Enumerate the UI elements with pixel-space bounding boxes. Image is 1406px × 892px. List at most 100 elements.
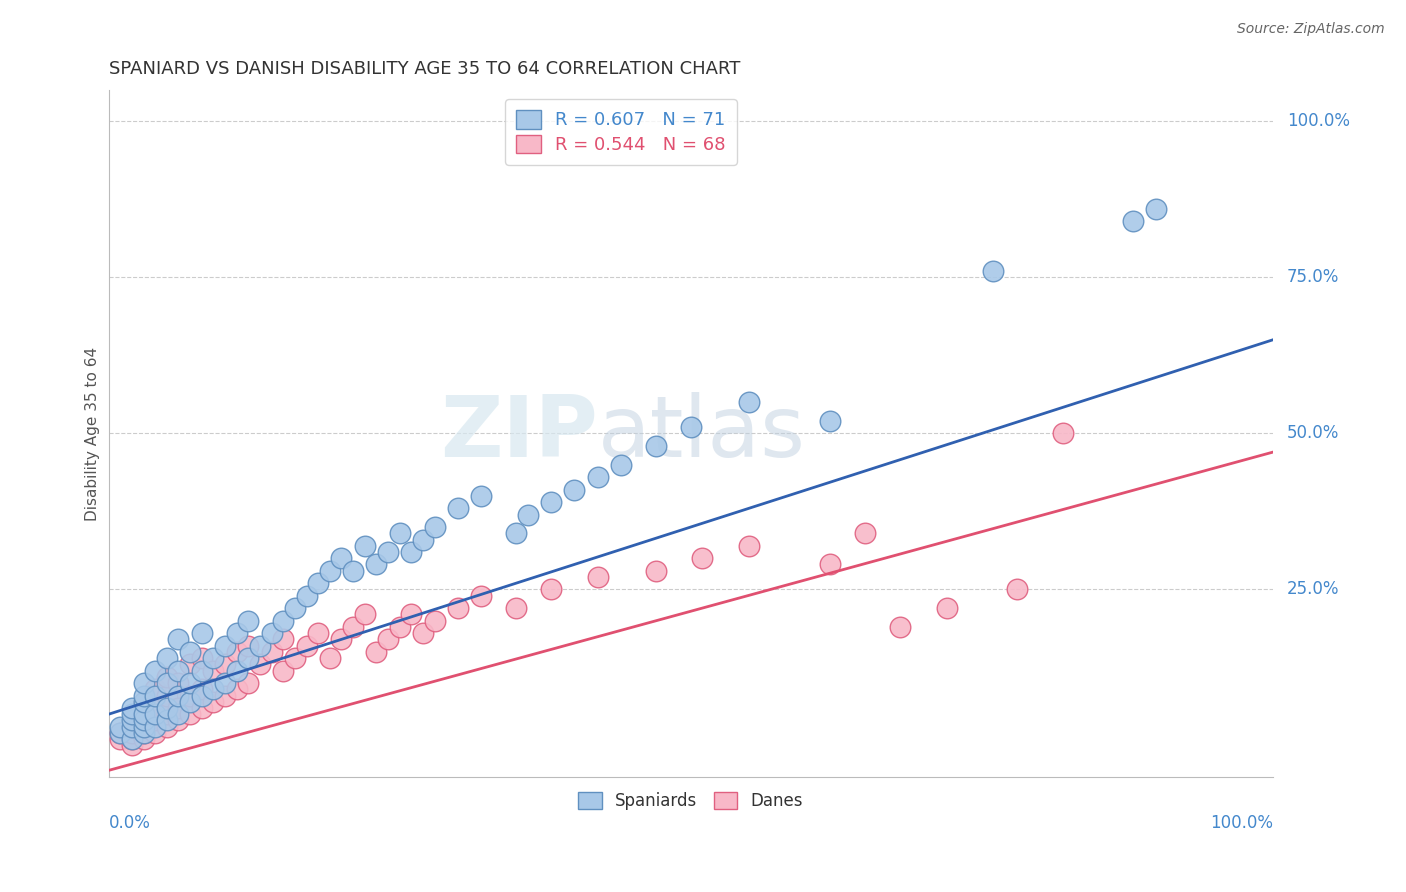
Point: [179, 645, 201, 659]
Text: 0.0%: 0.0%: [108, 814, 150, 832]
Point: [132, 714, 155, 728]
Point: [853, 526, 876, 541]
Point: [470, 589, 492, 603]
Point: [540, 582, 562, 597]
Point: [1005, 582, 1028, 597]
Point: [143, 714, 166, 728]
Point: [412, 533, 434, 547]
Point: [121, 739, 143, 753]
Point: [132, 726, 155, 740]
Point: [143, 707, 166, 722]
Text: 50.0%: 50.0%: [1286, 425, 1339, 442]
Point: [143, 701, 166, 715]
Point: [132, 732, 155, 747]
Point: [738, 539, 761, 553]
Point: [167, 664, 190, 678]
Point: [225, 645, 247, 659]
Point: [156, 714, 179, 728]
Point: [214, 657, 236, 672]
Point: [143, 682, 166, 697]
Point: [1052, 426, 1074, 441]
Point: [412, 626, 434, 640]
Point: [935, 601, 957, 615]
Point: [132, 707, 155, 722]
Point: [132, 676, 155, 690]
Point: [1144, 202, 1167, 216]
Point: [110, 726, 132, 740]
Text: ZIP: ZIP: [440, 392, 598, 475]
Point: [388, 620, 411, 634]
Point: [307, 576, 329, 591]
Point: [191, 664, 214, 678]
Point: [238, 614, 260, 628]
Point: [295, 589, 318, 603]
Point: [260, 626, 283, 640]
Point: [121, 707, 143, 722]
Point: [214, 689, 236, 703]
Point: [121, 714, 143, 728]
Point: [167, 676, 190, 690]
Point: [401, 545, 423, 559]
Point: [295, 639, 318, 653]
Point: [342, 564, 364, 578]
Point: [447, 501, 470, 516]
Point: [156, 651, 179, 665]
Point: [377, 545, 399, 559]
Point: [516, 508, 538, 522]
Point: [191, 651, 214, 665]
Point: [110, 726, 132, 740]
Point: [179, 695, 201, 709]
Point: [540, 495, 562, 509]
Point: [110, 732, 132, 747]
Point: [110, 720, 132, 734]
Point: [191, 682, 214, 697]
Point: [644, 439, 666, 453]
Point: [284, 601, 307, 615]
Point: [156, 701, 179, 715]
Point: [505, 601, 527, 615]
Point: [121, 701, 143, 715]
Point: [225, 664, 247, 678]
Point: [644, 564, 666, 578]
Point: [132, 720, 155, 734]
Point: [179, 689, 201, 703]
Point: [167, 632, 190, 647]
Text: Source: ZipAtlas.com: Source: ZipAtlas.com: [1237, 22, 1385, 37]
Point: [271, 632, 294, 647]
Point: [319, 564, 342, 578]
Point: [121, 720, 143, 734]
Text: 100.0%: 100.0%: [1286, 112, 1350, 130]
Text: 75.0%: 75.0%: [1286, 268, 1339, 286]
Point: [132, 726, 155, 740]
Point: [679, 420, 702, 434]
Point: [143, 664, 166, 678]
Point: [238, 639, 260, 653]
Point: [167, 689, 190, 703]
Point: [423, 614, 446, 628]
Point: [249, 657, 271, 672]
Point: [121, 732, 143, 747]
Point: [738, 395, 761, 409]
Text: atlas: atlas: [598, 392, 806, 475]
Point: [225, 626, 247, 640]
Point: [156, 676, 179, 690]
Point: [377, 632, 399, 647]
Text: SPANIARD VS DANISH DISABILITY AGE 35 TO 64 CORRELATION CHART: SPANIARD VS DANISH DISABILITY AGE 35 TO …: [108, 60, 740, 78]
Point: [447, 601, 470, 615]
Point: [271, 664, 294, 678]
Point: [132, 689, 155, 703]
Point: [156, 707, 179, 722]
Point: [366, 645, 388, 659]
Point: [470, 489, 492, 503]
Point: [271, 614, 294, 628]
Point: [121, 732, 143, 747]
Point: [214, 676, 236, 690]
Point: [191, 689, 214, 703]
Point: [121, 726, 143, 740]
Point: [307, 626, 329, 640]
Point: [121, 720, 143, 734]
Point: [820, 558, 842, 572]
Point: [202, 664, 225, 678]
Point: [156, 670, 179, 684]
Point: [214, 639, 236, 653]
